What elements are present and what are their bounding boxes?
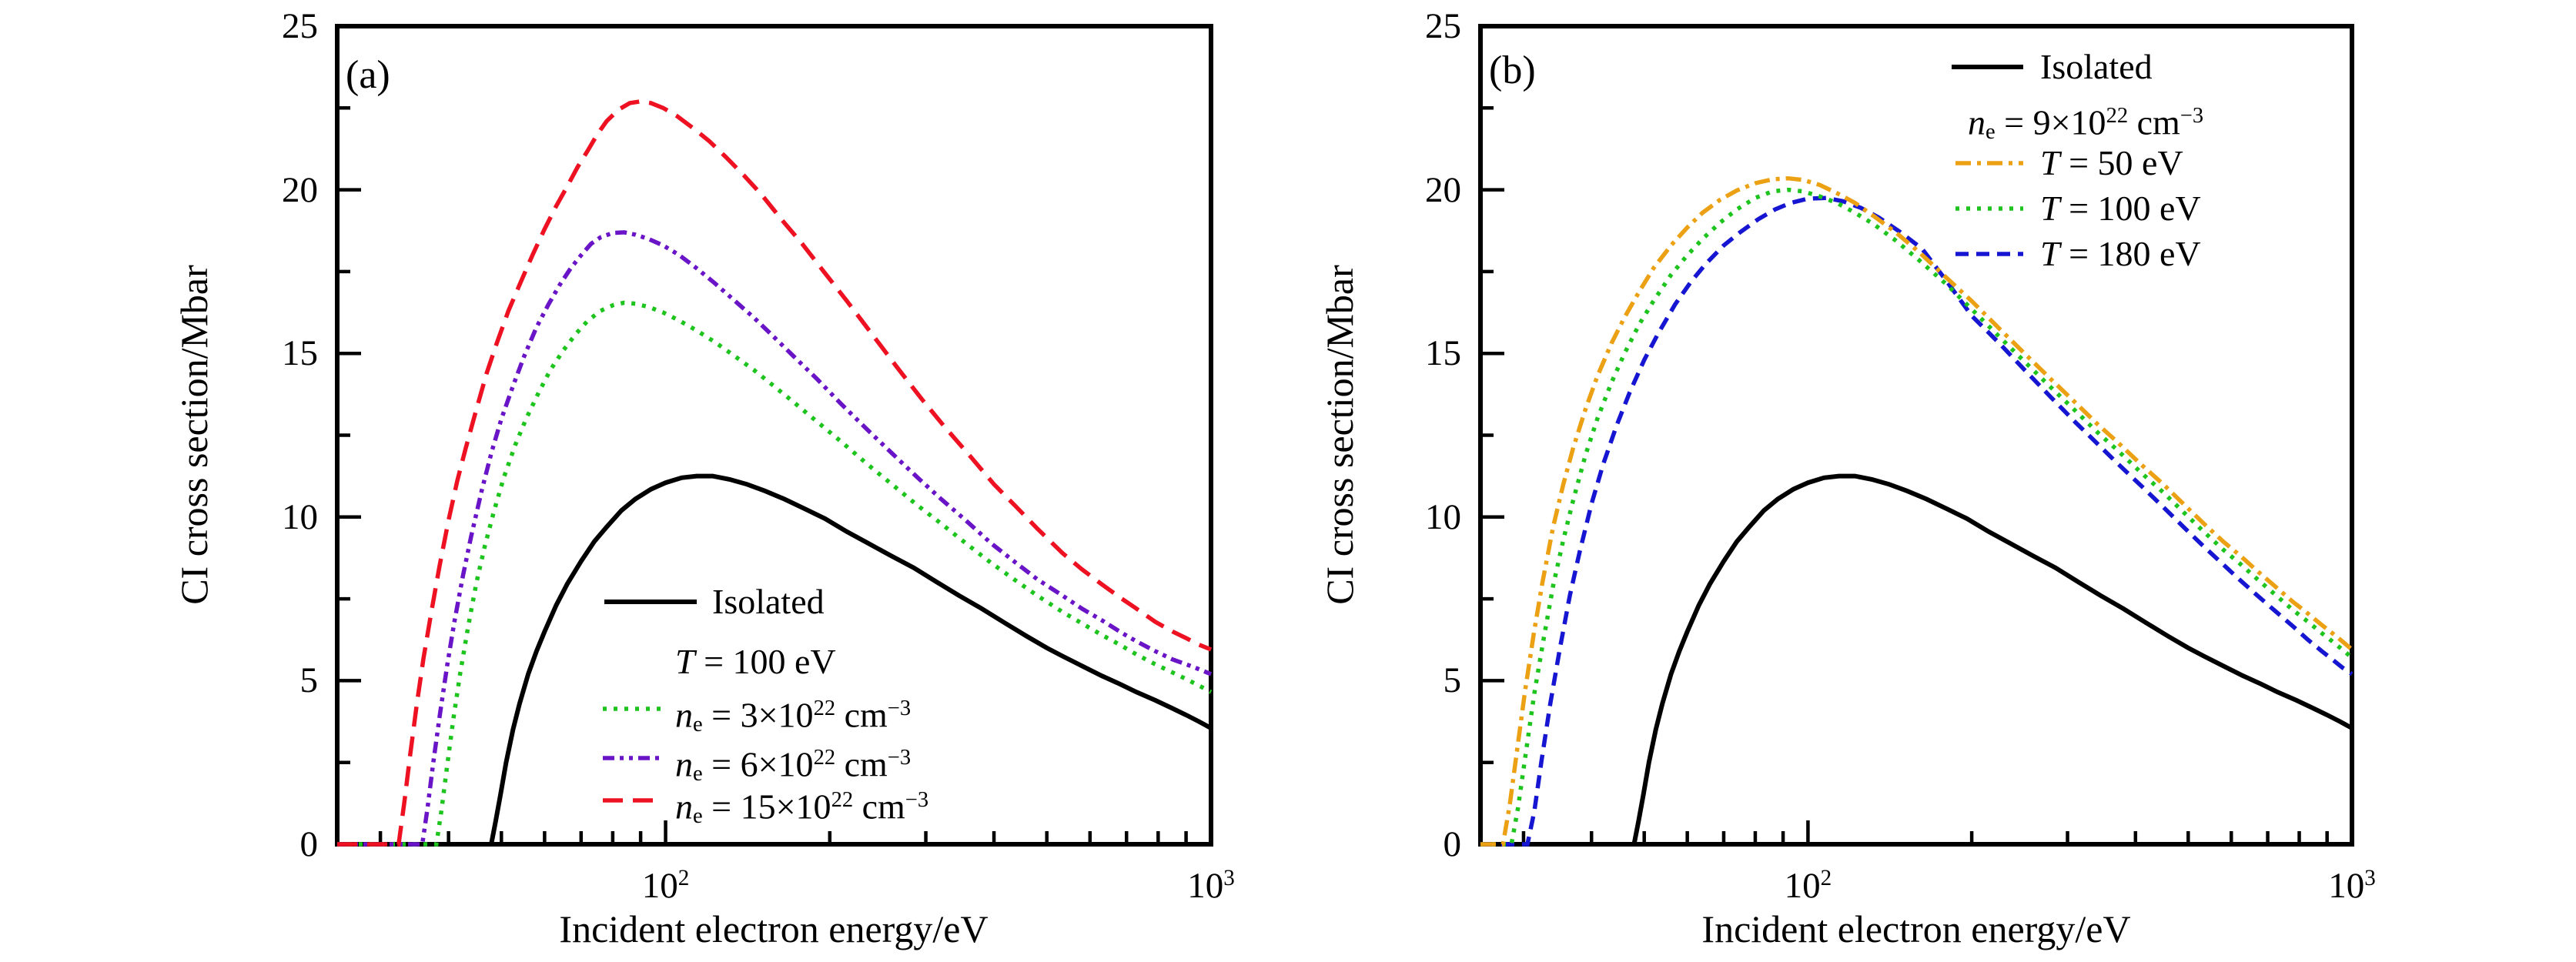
legend-row-a-3: ne = 6×1022 cm−3 xyxy=(675,732,912,786)
legend-text-part: = 15×10 xyxy=(702,787,831,827)
legend-text-part: −3 xyxy=(887,746,912,770)
legend-text-part: 10 xyxy=(2328,866,2365,907)
legend-text-part: 22 xyxy=(831,788,854,812)
legend-text-part: = 180 eV xyxy=(2059,234,2201,273)
curve-isolated-b xyxy=(1480,473,2354,847)
legend-text-part: T xyxy=(2040,143,2060,182)
legend-text-part: −3 xyxy=(887,696,912,720)
legend-text-part: = 100 eV xyxy=(694,642,836,681)
legend-text-part: −3 xyxy=(905,788,929,812)
legend-text-part: e xyxy=(693,712,703,737)
curve-isolated-a xyxy=(337,473,1213,847)
y-tick-label-b-20: 20 xyxy=(1425,169,1461,210)
legend-text-part: cm xyxy=(2128,102,2180,142)
y-axis-title-a: CI cross section/Mbar xyxy=(172,265,216,605)
x-tick-label-b-100: 102 xyxy=(1715,851,1900,907)
legend-text-part: Isolated xyxy=(2040,47,2153,86)
y-tick-label-a-10: 10 xyxy=(282,496,318,537)
legend-text-part: = 6×10 xyxy=(702,744,814,784)
legend-text-part: 3 xyxy=(2364,866,2376,890)
ticks-a xyxy=(337,24,1213,847)
legend-text-part: 22 xyxy=(813,696,836,720)
legend-text-part: T xyxy=(2040,234,2060,273)
legend-text-part: 22 xyxy=(2106,104,2129,128)
legend-row-a-2: ne = 3×1022 cm−3 xyxy=(675,683,912,737)
legend-text-part: 10 xyxy=(641,866,678,907)
legend-row-b-0: Isolated xyxy=(2040,41,2153,93)
y-tick-label-b-0: 0 xyxy=(1443,824,1462,864)
x-tick-label-a-1000: 103 xyxy=(1119,851,1303,907)
y-tick-label-b-25: 25 xyxy=(1425,6,1461,46)
legend-text-part: n xyxy=(1968,102,1986,142)
y-tick-label-a-25: 25 xyxy=(282,6,318,46)
legend-text-part: T xyxy=(2040,189,2060,228)
curve-t100-b xyxy=(1480,187,2354,847)
legend-row-b-4: T = 180 eV xyxy=(2040,228,2201,280)
legend-text-part: e xyxy=(1986,119,1996,144)
x-axis-title-a: Incident electron energy/eV xyxy=(559,907,989,950)
legend-row-b-1: ne = 9×1022 cm−3 xyxy=(1968,90,2204,144)
legend-text-part: = 50 eV xyxy=(2059,143,2183,182)
y-axis-title-b: CI cross section/Mbar xyxy=(1318,265,1361,605)
legend-text-part: T xyxy=(675,642,695,681)
legend-row-b-3: T = 100 eV xyxy=(2040,182,2201,235)
legend-row-a-1: T = 100 eV xyxy=(675,636,836,688)
legend-text-part: = 100 eV xyxy=(2059,189,2201,228)
curve-ne15-a xyxy=(337,99,1213,847)
legend-text-part: 2 xyxy=(1820,866,1832,890)
legend-row-a-4: ne = 15×1022 cm−3 xyxy=(675,774,929,828)
legend-text-part: −3 xyxy=(2180,104,2204,128)
y-tick-label-a-20: 20 xyxy=(282,169,318,210)
panel-label-a: (a) xyxy=(346,53,390,97)
panel-label-b: (b) xyxy=(1489,48,1536,92)
legend-text-part: Isolated xyxy=(712,582,825,621)
legend-text-part: n xyxy=(675,787,693,827)
legend-text-part: = 9×10 xyxy=(1995,102,2106,142)
legend-text-part: e xyxy=(693,761,703,786)
legend-text-part: 10 xyxy=(1784,866,1821,907)
legend-row-b-2: T = 50 eV xyxy=(2040,137,2183,189)
legend-text-part: 3 xyxy=(1223,866,1235,890)
x-axis-title-b: Incident electron energy/eV xyxy=(1701,907,2131,950)
y-tick-label-a-15: 15 xyxy=(282,333,318,374)
curve-t50-b xyxy=(1480,175,2354,847)
x-tick-label-b-1000: 103 xyxy=(2260,851,2444,907)
legend-row-a-0: Isolated xyxy=(712,576,825,628)
legend-text-part: 2 xyxy=(677,866,690,890)
legend-text-part: 22 xyxy=(813,746,836,770)
legend-text-part: n xyxy=(675,744,693,784)
ticks-b xyxy=(1480,24,2354,847)
y-tick-label-a-0: 0 xyxy=(299,824,319,864)
legend-text-part: cm xyxy=(835,695,888,735)
y-tick-label-a-5: 5 xyxy=(299,660,319,701)
legend-text-part: cm xyxy=(835,744,888,784)
y-tick-label-b-5: 5 xyxy=(1443,660,1462,701)
y-tick-label-b-15: 15 xyxy=(1425,333,1461,374)
y-tick-label-b-10: 10 xyxy=(1425,496,1461,537)
legend-text-part: 10 xyxy=(1187,866,1224,907)
legend-text-part: cm xyxy=(853,787,905,827)
legend-text-part: n xyxy=(675,695,693,735)
x-tick-label-a-100: 102 xyxy=(574,851,758,907)
curve-t180-b xyxy=(1480,195,2354,847)
legend-text-part: e xyxy=(693,803,703,828)
curve-ne6-a xyxy=(337,230,1213,847)
legend-text-part: = 3×10 xyxy=(702,695,814,735)
